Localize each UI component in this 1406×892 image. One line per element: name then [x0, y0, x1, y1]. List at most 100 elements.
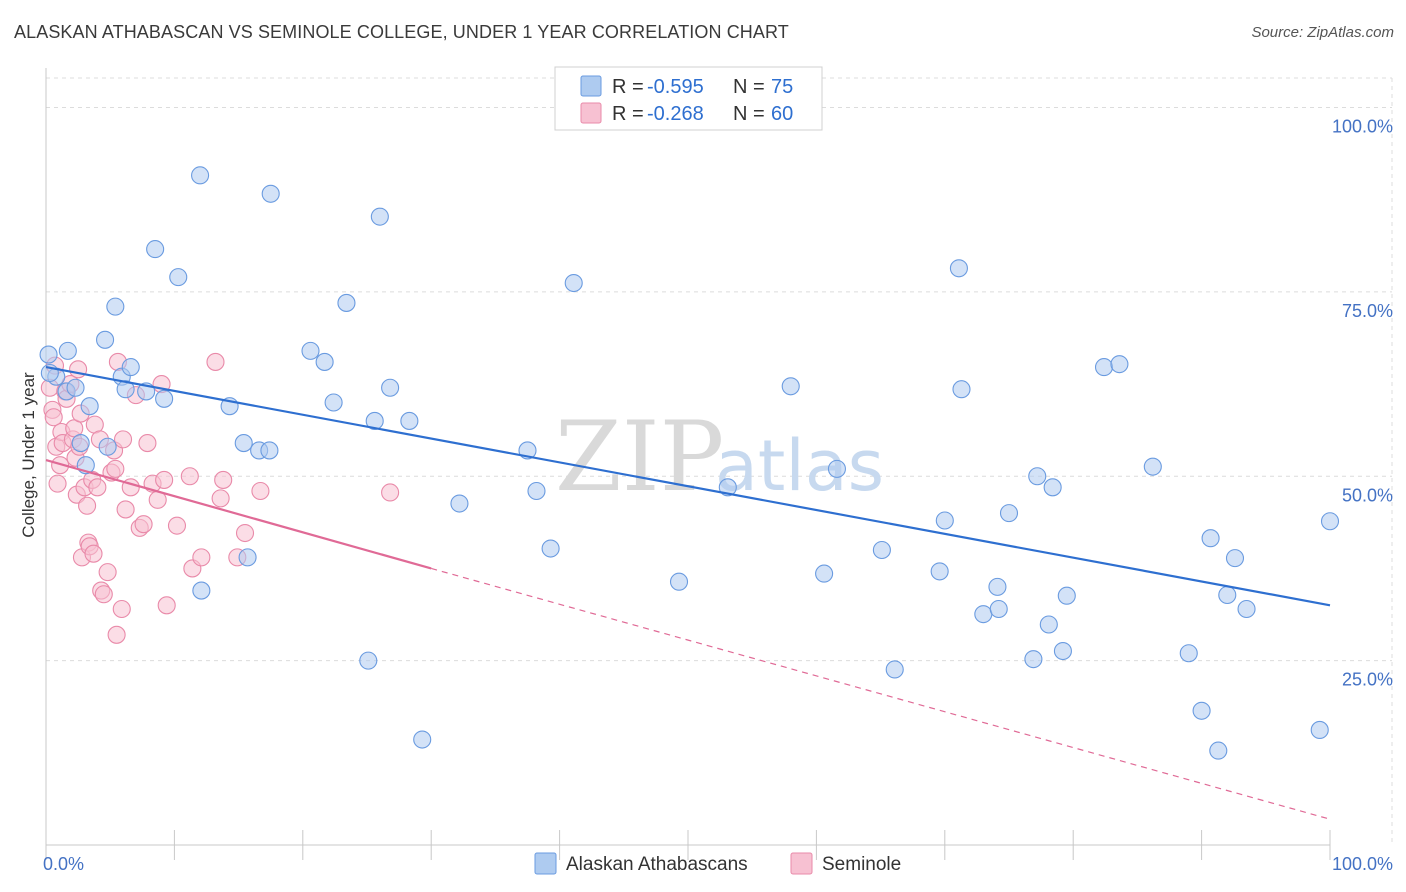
seminole-point: [48, 474, 67, 493]
athabascan-point: [324, 393, 343, 412]
watermark: ZIP atlas: [555, 401, 884, 513]
seminole-point: [157, 596, 176, 615]
athabascan-point: [1110, 355, 1129, 374]
seminole-point: [84, 544, 103, 563]
athabascan-point: [1218, 585, 1237, 605]
legend-swatch-pink: [580, 102, 602, 124]
seminole-point: [167, 516, 187, 535]
seminole-point: [94, 585, 113, 604]
seminole-point: [235, 523, 255, 543]
y-tick-label: 25.0%: [1342, 670, 1393, 690]
legend-r-label: R =: [612, 103, 644, 125]
athabascan-point: [949, 259, 968, 278]
seminole-point: [251, 481, 270, 501]
seminole-points: [40, 352, 400, 644]
athabascan-point: [1028, 467, 1047, 486]
bottom-legend-swatch-pink: [790, 852, 813, 875]
athabascan-point: [365, 411, 384, 430]
seminole-point: [192, 548, 211, 567]
y-axis-label: College, Under 1 year: [19, 372, 38, 538]
legend-swatch-blue: [580, 75, 602, 97]
legend-n-label: N =: [733, 103, 765, 125]
watermark-zip: ZIP: [555, 401, 724, 513]
trend-lines: [45, 366, 1331, 820]
seminole-point: [107, 625, 126, 644]
legend-n-value-pink: 60: [771, 103, 793, 125]
athabascan-point: [885, 660, 904, 679]
athabascan-point: [1039, 615, 1058, 634]
seminole-point: [106, 459, 125, 478]
seminole-point: [206, 352, 225, 371]
athabascan-point: [98, 437, 117, 456]
athabascan-point: [564, 273, 583, 293]
seminole-point: [134, 515, 153, 534]
athabascan-point: [527, 481, 546, 501]
athabascan-point: [718, 478, 737, 497]
athabascan-point: [989, 599, 1008, 619]
athabascan-point: [66, 378, 85, 397]
athabascan-point: [191, 166, 210, 185]
athabascan-point: [370, 207, 389, 226]
athabascan-point: [1237, 599, 1256, 619]
athabascan-point: [413, 730, 432, 749]
axes: [45, 68, 1331, 860]
athabascan-point: [952, 380, 971, 399]
athabascan-point: [155, 389, 174, 408]
athabascan-point: [337, 293, 356, 312]
athabascan-point: [1201, 529, 1220, 548]
athabascan-point: [872, 540, 891, 560]
y-tick-labels: 25.0% 50.0% 75.0% 100.0%: [1332, 117, 1393, 690]
athabascan-point: [1143, 457, 1162, 476]
athabascan-point: [1043, 478, 1062, 497]
y-tick-label: 75.0%: [1342, 301, 1393, 321]
y-tick-label: 100.0%: [1332, 117, 1393, 137]
athabascan-point: [261, 184, 280, 203]
athabascan-point: [935, 511, 954, 530]
athabascan-point: [1024, 650, 1043, 669]
athabascan-point: [827, 459, 846, 478]
chart-title: ALASKAN ATHABASCAN VS SEMINOLE COLLEGE, …: [14, 22, 789, 42]
legend-r-value-blue: -0.595: [647, 76, 704, 98]
athabascan-point: [121, 358, 140, 377]
athabascan-point: [238, 548, 257, 567]
athabascan-point: [930, 562, 949, 581]
stats-legend: R = -0.595 N = 75 R = -0.268 N = 60: [554, 66, 823, 131]
seminole-point: [51, 456, 70, 475]
athabascan-trend-line: [45, 366, 1331, 607]
athabascan-point: [71, 434, 90, 453]
athabascan-point: [1192, 701, 1211, 720]
seminole-point: [116, 500, 135, 519]
seminole-point: [138, 434, 157, 453]
athabascan-point: [988, 577, 1007, 596]
athabascan-point: [116, 380, 135, 399]
watermark-atlas: atlas: [715, 425, 884, 507]
source-label: Source: ZipAtlas.com: [1251, 24, 1394, 41]
seminole-trend-line: [45, 458, 432, 570]
athabascan-point: [315, 352, 334, 371]
athabascan-point: [1094, 358, 1114, 377]
athabascan-point: [1179, 644, 1198, 663]
athabascan-point: [381, 378, 400, 397]
bottom-legend-label-pink: Seminole: [822, 854, 901, 875]
athabascan-point: [974, 605, 993, 624]
athabascan-point: [1209, 741, 1228, 760]
athabascan-point: [1057, 586, 1076, 605]
athabascan-point: [169, 268, 188, 287]
athabascan-point: [234, 434, 253, 453]
seminole-point: [78, 496, 97, 515]
x-tick-labels: 0.0% 100.0%: [43, 854, 1393, 874]
bottom-legend-swatch-blue: [534, 852, 557, 875]
legend-r-label: R =: [612, 76, 644, 98]
seminole-point: [112, 599, 131, 619]
seminole-point: [113, 430, 133, 449]
seminole-point: [211, 489, 230, 508]
athabascan-point: [301, 341, 320, 360]
athabascan-point: [450, 494, 469, 513]
seminole-point: [180, 467, 199, 486]
bottom-legend: Alaskan Athabascans Seminole: [534, 852, 901, 875]
athabascan-point: [815, 564, 834, 583]
athabascan-point: [80, 397, 99, 416]
athabascan-point: [1053, 641, 1072, 661]
seminole-point: [88, 478, 107, 497]
